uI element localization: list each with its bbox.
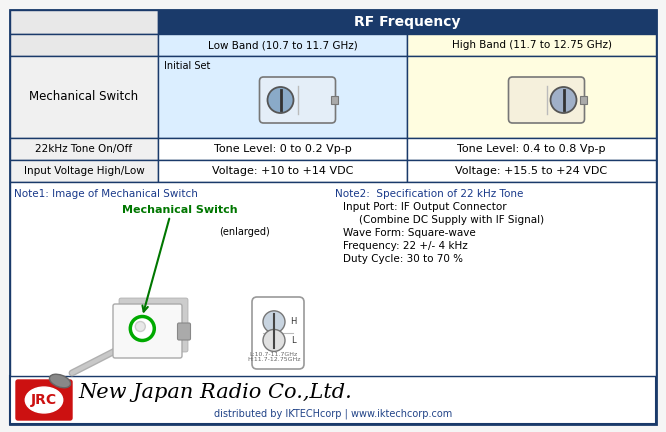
Text: RF Frequency: RF Frequency xyxy=(354,15,460,29)
Text: Voltage: +15.5 to +24 VDC: Voltage: +15.5 to +24 VDC xyxy=(456,166,607,176)
FancyBboxPatch shape xyxy=(178,323,190,340)
Text: Mechanical Switch: Mechanical Switch xyxy=(122,205,238,215)
Text: Tone Level: 0.4 to 0.8 Vp-p: Tone Level: 0.4 to 0.8 Vp-p xyxy=(458,144,606,154)
Text: Note1: Image of Mechanical Switch: Note1: Image of Mechanical Switch xyxy=(14,189,198,199)
Text: Wave Form: Square-wave: Wave Form: Square-wave xyxy=(343,228,476,238)
Text: Duty Cycle: 30 to 70 %: Duty Cycle: 30 to 70 % xyxy=(343,254,463,264)
Bar xyxy=(158,34,407,56)
FancyBboxPatch shape xyxy=(252,297,304,369)
Bar xyxy=(10,10,158,34)
Text: H:11.7-12.75GHz: H:11.7-12.75GHz xyxy=(247,357,301,362)
Circle shape xyxy=(263,330,285,352)
Text: (Combine DC Supply with IF Signal): (Combine DC Supply with IF Signal) xyxy=(359,215,544,225)
Circle shape xyxy=(263,311,285,333)
Bar xyxy=(10,56,158,138)
Ellipse shape xyxy=(49,374,71,388)
Bar xyxy=(158,160,407,182)
Text: (enlarged): (enlarged) xyxy=(220,227,270,237)
Text: Tone Level: 0 to 0.2 Vp-p: Tone Level: 0 to 0.2 Vp-p xyxy=(214,144,352,154)
FancyBboxPatch shape xyxy=(119,298,188,352)
Bar xyxy=(407,34,656,56)
Bar xyxy=(10,138,158,160)
Bar xyxy=(158,138,407,160)
Text: distributed by IKTECHcorp | www.iktechcorp.com: distributed by IKTECHcorp | www.iktechco… xyxy=(214,408,452,419)
Bar xyxy=(158,10,656,34)
Text: 22kHz Tone On/Off: 22kHz Tone On/Off xyxy=(35,144,133,154)
Text: L: L xyxy=(290,336,295,345)
Bar xyxy=(158,56,407,138)
Circle shape xyxy=(131,317,155,340)
Text: Input Port: IF Output Connector: Input Port: IF Output Connector xyxy=(343,202,507,212)
Text: Input Voltage High/Low: Input Voltage High/Low xyxy=(23,166,145,176)
Circle shape xyxy=(135,321,145,331)
Bar xyxy=(10,376,656,424)
Text: Frequency: 22 +/- 4 kHz: Frequency: 22 +/- 4 kHz xyxy=(343,241,468,251)
Text: JRC: JRC xyxy=(31,393,57,407)
FancyBboxPatch shape xyxy=(260,77,336,123)
Text: High Band (11.7 to 12.75 GHz): High Band (11.7 to 12.75 GHz) xyxy=(452,40,611,50)
Text: Note2:  Specification of 22 kHz Tone: Note2: Specification of 22 kHz Tone xyxy=(335,189,523,199)
Bar xyxy=(407,160,656,182)
Text: Voltage: +10 to +14 VDC: Voltage: +10 to +14 VDC xyxy=(212,166,353,176)
Text: L:10.7-11.7GHz: L:10.7-11.7GHz xyxy=(250,352,298,356)
Circle shape xyxy=(551,87,577,113)
FancyBboxPatch shape xyxy=(113,304,182,358)
Ellipse shape xyxy=(25,387,63,413)
Bar xyxy=(10,182,656,376)
Text: Initial Set: Initial Set xyxy=(164,61,210,71)
Bar xyxy=(407,138,656,160)
Bar xyxy=(10,160,158,182)
Text: Low Band (10.7 to 11.7 GHz): Low Band (10.7 to 11.7 GHz) xyxy=(208,40,358,50)
Bar xyxy=(407,56,656,138)
Circle shape xyxy=(268,87,294,113)
FancyBboxPatch shape xyxy=(16,380,72,420)
Text: H: H xyxy=(290,318,296,326)
Text: New Japan Radio Co.,Ltd.: New Japan Radio Co.,Ltd. xyxy=(78,383,352,402)
Bar xyxy=(579,96,587,104)
Bar xyxy=(10,34,158,56)
Bar xyxy=(330,96,338,104)
FancyBboxPatch shape xyxy=(509,77,585,123)
Text: Mechanical Switch: Mechanical Switch xyxy=(29,90,139,104)
